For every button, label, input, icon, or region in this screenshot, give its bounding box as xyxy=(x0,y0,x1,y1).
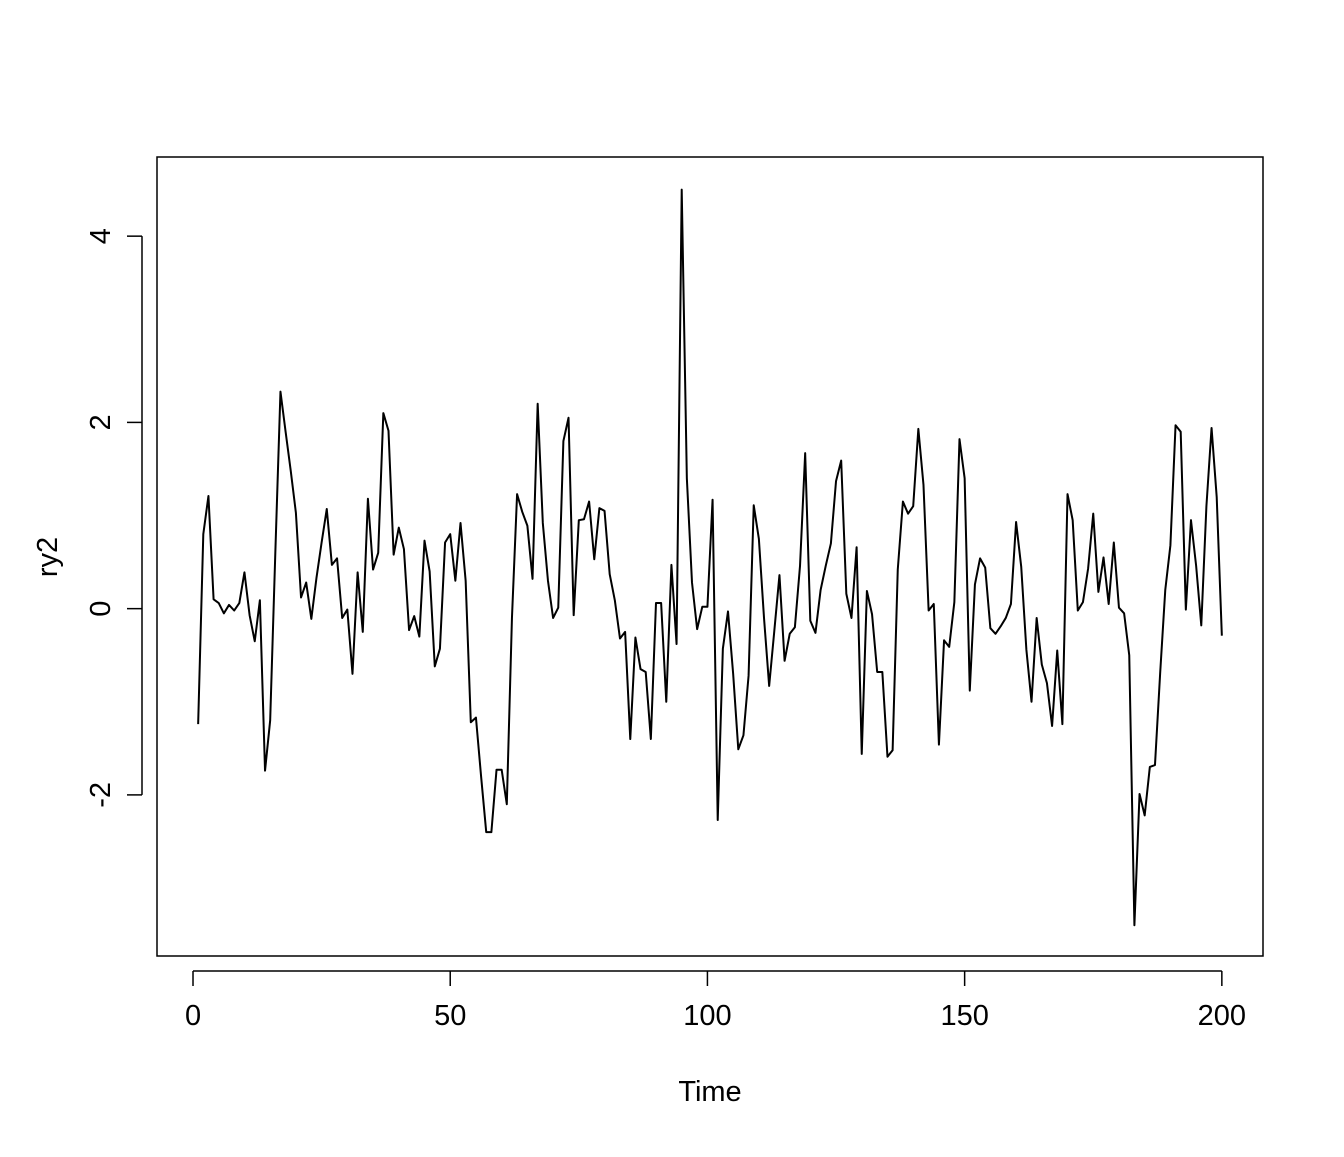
series-layer xyxy=(197,188,1223,927)
series-line xyxy=(197,188,1223,927)
x-axis-label: Time xyxy=(678,1076,741,1108)
plot-frame xyxy=(156,156,1264,957)
y-tick-label: 0 xyxy=(85,601,117,617)
x-tick-label: 200 xyxy=(1198,1000,1246,1032)
y-tick-label: 2 xyxy=(85,414,117,430)
y-axis: -2 0 2 4 xyxy=(85,228,143,808)
y-tick-label: 4 xyxy=(85,228,117,244)
x-tick-label: 150 xyxy=(940,1000,988,1032)
y-tick-label: -2 xyxy=(85,782,117,808)
x-axis: 0 50 100 150 200 xyxy=(185,970,1246,1032)
x-tick-label: 100 xyxy=(683,1000,731,1032)
x-tick-label: 50 xyxy=(434,1000,466,1032)
y-axis-label: ry2 xyxy=(32,537,64,577)
x-tick-label: 0 xyxy=(185,1000,201,1032)
